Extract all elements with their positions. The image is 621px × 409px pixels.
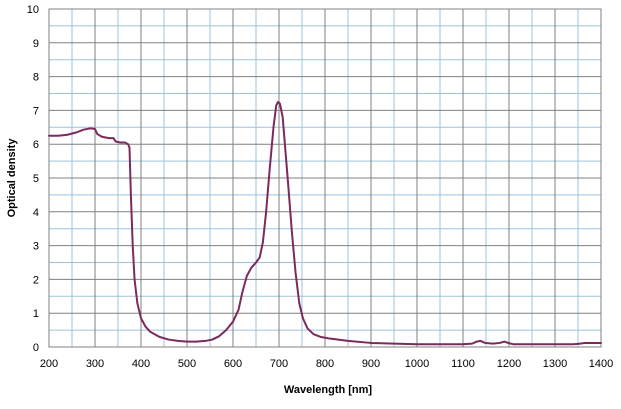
- x-tick-labels: 200 300 400 500 600 700 800 900 1000 1100 1200 1300…: [40, 358, 613, 370]
- x-tick-label: 700: [270, 358, 288, 370]
- series-line: [48, 100, 602, 346]
- plot-frame: [48, 8, 602, 348]
- x-axis-title: Wavelength [nm]: [284, 384, 373, 396]
- x-tick-label: 300: [86, 358, 104, 370]
- x-tick-label: 200: [40, 358, 58, 370]
- y-tick-label: 2: [33, 274, 39, 286]
- series-layer: [48, 100, 602, 346]
- x-tick-label: 800: [316, 358, 334, 370]
- y-tick-label: 6: [33, 139, 39, 151]
- x-tick-label: 400: [132, 358, 150, 370]
- x-tick-label: 1400: [589, 358, 613, 370]
- x-tick-label: 900: [362, 358, 380, 370]
- y-tick-label: 9: [33, 38, 39, 50]
- y-tick-label: 0: [33, 342, 39, 354]
- x-tick-label: 1200: [497, 358, 521, 370]
- x-tick-label: 1300: [543, 358, 567, 370]
- y-tick-label: 7: [33, 105, 39, 117]
- plot-border: [48, 8, 602, 348]
- x-tick-label: 1100: [451, 358, 475, 370]
- y-tick-label: 1: [33, 308, 39, 320]
- x-tick-label: 600: [224, 358, 242, 370]
- y-tick-labels: 0 1 2 3 4 5 6 7 8 9 10: [27, 4, 39, 354]
- y-tick-label: 8: [33, 72, 39, 84]
- y-tick-label: 4: [33, 207, 39, 219]
- y-axis-title: Optical density: [6, 138, 18, 218]
- x-tick-label: 1000: [405, 358, 429, 370]
- y-tick-label: 3: [33, 241, 39, 253]
- y-tick-label: 5: [33, 173, 39, 185]
- y-tick-label: 10: [27, 4, 39, 16]
- x-tick-label: 500: [178, 358, 196, 370]
